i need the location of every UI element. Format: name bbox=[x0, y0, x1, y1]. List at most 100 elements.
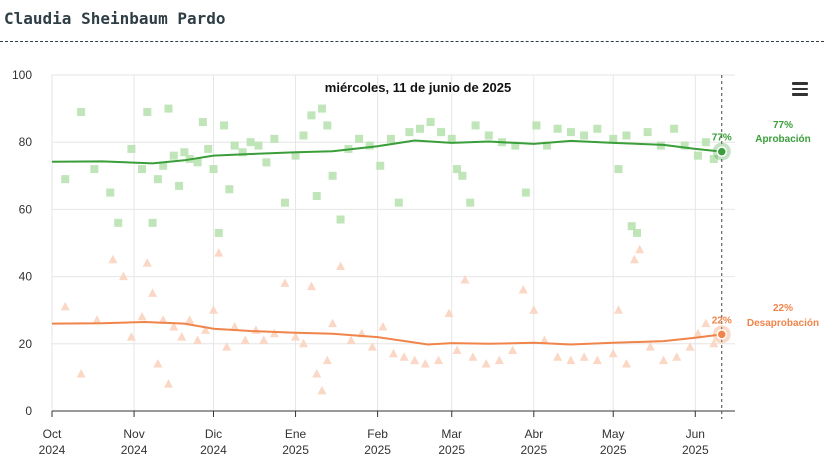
approval-point bbox=[209, 165, 218, 174]
disapproval-point bbox=[389, 348, 398, 358]
disapproval-point bbox=[508, 345, 518, 355]
approval-point bbox=[543, 141, 552, 150]
disapproval-label-pct: 22% bbox=[773, 303, 793, 314]
approval-point bbox=[521, 188, 530, 197]
approval-point bbox=[180, 148, 189, 157]
approval-point bbox=[214, 228, 223, 237]
approval-point bbox=[709, 155, 718, 163]
disapproval-point bbox=[635, 244, 645, 254]
approval-point bbox=[633, 228, 642, 237]
disapproval-point bbox=[185, 315, 195, 324]
approval-point bbox=[193, 158, 202, 167]
disapproval-point bbox=[208, 305, 218, 314]
approval-point bbox=[614, 165, 623, 174]
approval-point bbox=[307, 111, 316, 120]
x-tick-label: Mar 2025 bbox=[438, 427, 465, 457]
approval-point bbox=[426, 118, 435, 127]
approval-point bbox=[238, 148, 247, 157]
disapproval-point bbox=[529, 305, 539, 314]
approval-end-value: 77% bbox=[712, 133, 732, 144]
approval-end-marker bbox=[716, 146, 728, 157]
approval-point bbox=[61, 175, 70, 184]
y-tick-label: 40 bbox=[19, 270, 33, 284]
approval-point bbox=[622, 131, 631, 140]
disapproval-point bbox=[230, 322, 240, 331]
disapproval-point bbox=[336, 261, 346, 271]
approval-point bbox=[225, 185, 234, 194]
disapproval-point bbox=[177, 332, 187, 341]
disapproval-trend-line bbox=[51, 320, 722, 346]
disapproval-point bbox=[709, 338, 719, 348]
approval-point bbox=[127, 144, 136, 153]
disapproval-point bbox=[317, 385, 327, 395]
x-tick-label: May 2025 bbox=[600, 427, 627, 457]
disapproval-point bbox=[298, 338, 308, 348]
approval-point bbox=[437, 128, 446, 137]
approval-point bbox=[609, 134, 618, 143]
approval-trend-line bbox=[51, 139, 722, 165]
approval-point bbox=[511, 141, 520, 150]
disapproval-point bbox=[291, 332, 301, 341]
disapproval-point bbox=[137, 311, 147, 321]
approval-point bbox=[394, 198, 403, 207]
y-tick-label: 0 bbox=[25, 404, 32, 418]
approval-point bbox=[198, 118, 207, 127]
approval-point bbox=[386, 134, 395, 143]
disapproval-point bbox=[153, 358, 163, 368]
disapproval-point bbox=[60, 301, 70, 311]
y-tick-label: 20 bbox=[19, 337, 33, 351]
disapproval-label-name: Desaprobación bbox=[747, 318, 819, 329]
disapproval-point bbox=[452, 345, 462, 355]
disapproval-point bbox=[553, 352, 563, 361]
page-title: Claudia Sheinbaum Pardo bbox=[4, 9, 226, 28]
disapproval-point bbox=[399, 352, 409, 361]
disapproval-point bbox=[410, 355, 420, 365]
approval-point bbox=[106, 188, 115, 197]
approval-point bbox=[312, 191, 321, 200]
chart-menu-icon[interactable] bbox=[792, 82, 808, 96]
axes: 0 20 40 60 80 100 Oct 2024 Nov 2024 Dic 2024 Ene 2025… bbox=[12, 68, 735, 457]
approval-point bbox=[138, 165, 147, 174]
disapproval-point bbox=[280, 278, 290, 287]
approval-point bbox=[670, 124, 679, 133]
disapproval-end-value: 22% bbox=[712, 315, 732, 326]
approval-label-name: Aprobación bbox=[755, 134, 811, 145]
disapproval-point bbox=[193, 335, 203, 344]
trend-lines bbox=[51, 139, 731, 346]
approval-point bbox=[627, 222, 636, 231]
disapproval-point bbox=[629, 254, 639, 264]
disapproval-point bbox=[434, 355, 444, 365]
approval-point bbox=[230, 141, 239, 150]
date-label: miércoles, 11 de junio de 2025 bbox=[325, 80, 511, 95]
disapproval-point bbox=[169, 322, 179, 331]
disapproval-point bbox=[148, 288, 158, 297]
approval-point bbox=[143, 107, 152, 116]
disapproval-point bbox=[701, 318, 711, 328]
disapproval-point bbox=[444, 308, 454, 318]
disapproval-point bbox=[92, 315, 102, 324]
disapproval-point bbox=[240, 335, 250, 344]
disapproval-point bbox=[672, 352, 682, 361]
disapproval-point bbox=[460, 274, 470, 284]
approval-point bbox=[458, 171, 467, 180]
disapproval-end-marker bbox=[716, 329, 728, 340]
disapproval-point bbox=[518, 285, 528, 294]
disapproval-point bbox=[163, 379, 173, 388]
approval-label-pct: 77% bbox=[773, 120, 793, 131]
approval-point bbox=[471, 121, 480, 130]
x-tick-label: Feb 2025 bbox=[364, 427, 391, 457]
disapproval-point bbox=[614, 305, 624, 314]
data-points bbox=[60, 104, 719, 395]
approval-point bbox=[447, 134, 456, 143]
disapproval-point bbox=[378, 322, 388, 331]
approval-point bbox=[593, 124, 602, 133]
approval-point bbox=[405, 128, 414, 137]
approval-point bbox=[484, 131, 493, 140]
approval-point bbox=[328, 171, 337, 180]
x-tick-label: Abr 2025 bbox=[520, 427, 547, 457]
approval-point bbox=[466, 198, 475, 207]
x-tick-label: Jun 2025 bbox=[682, 427, 709, 457]
approval-point bbox=[553, 124, 562, 133]
menu-bar bbox=[792, 87, 808, 90]
disapproval-point bbox=[142, 258, 152, 267]
